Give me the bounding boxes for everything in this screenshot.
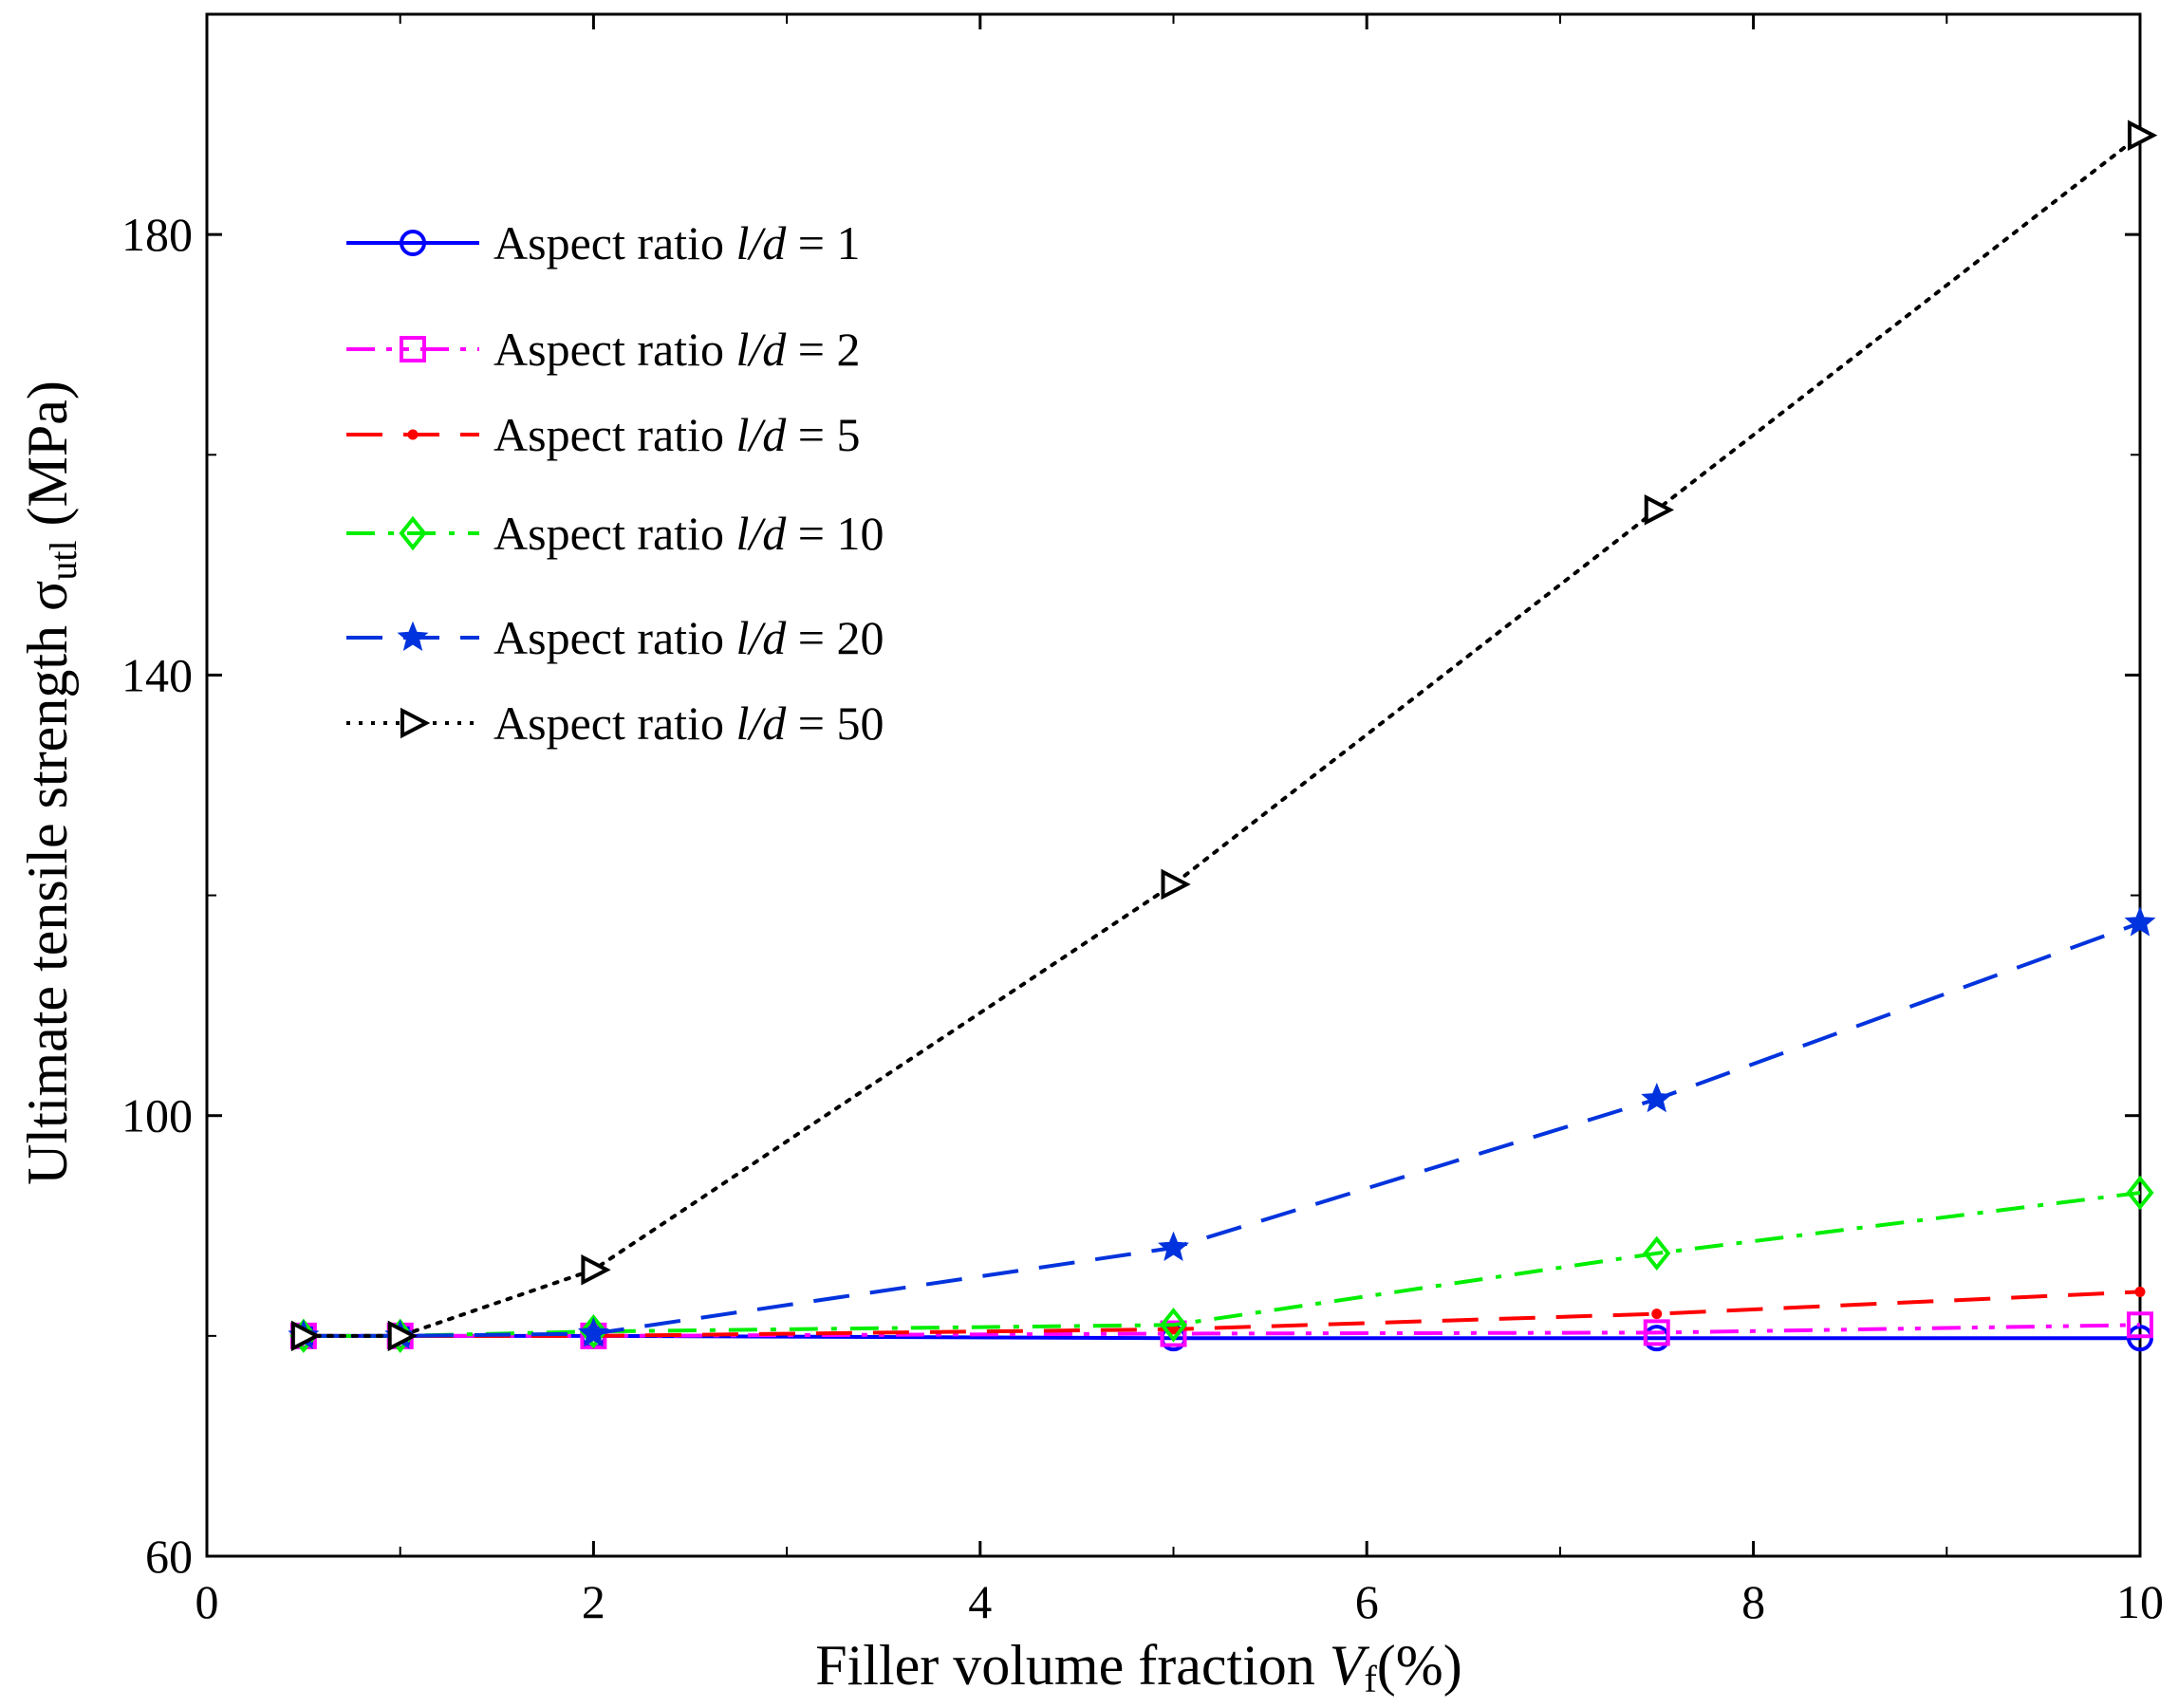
legend-label: Aspect ratio l/d = 20 <box>493 611 884 664</box>
x-tick-label: 8 <box>1741 1575 1765 1628</box>
legend-marker <box>407 429 419 440</box>
legend-label: Aspect ratio l/d = 10 <box>493 507 884 560</box>
axes: 0 2 4 6 8 10 60 100 140 180 <box>121 12 2164 1628</box>
data-point <box>1643 1319 1670 1346</box>
legend-label-prefix: Aspect ratio <box>493 216 735 269</box>
data-point <box>1641 1082 1673 1113</box>
y-axis-title: Ultimate tensile strength σutl (MPa) <box>16 381 84 1185</box>
legend-label-suffix: = 10 <box>786 507 884 560</box>
legend-marker <box>400 230 426 256</box>
data-point <box>577 1317 609 1347</box>
data-point <box>2128 120 2158 151</box>
series-5 <box>288 906 2156 1349</box>
data-point <box>1161 868 1191 900</box>
data-point <box>2124 906 2156 937</box>
legend-label-prefix: Aspect ratio <box>493 323 735 376</box>
x-tick-label: 4 <box>968 1575 992 1628</box>
legend-item-4: Aspect ratio l/d = 10 <box>346 507 884 560</box>
series-3 <box>298 1286 2146 1342</box>
legend-label-var: l/d <box>735 507 787 560</box>
y-tick-label: 100 <box>121 1089 193 1142</box>
legend-label-suffix: = 50 <box>786 696 884 750</box>
legend-label-prefix: Aspect ratio <box>493 507 735 560</box>
legend-item-6: Aspect ratio l/d = 50 <box>346 696 884 750</box>
y-tick-label: 180 <box>121 208 193 261</box>
x-axis-title-main: Filler volume fraction <box>815 1634 1330 1697</box>
legend-marker <box>400 707 431 739</box>
data-point <box>1160 1320 1187 1347</box>
legend-marker <box>397 621 429 651</box>
y-tick-label: 140 <box>121 648 193 701</box>
data-point <box>1158 1231 1189 1261</box>
data-point <box>2126 1175 2154 1211</box>
legend-label-suffix: = 20 <box>786 611 884 664</box>
legend-item-5: Aspect ratio l/d = 20 <box>346 611 884 664</box>
series-4 <box>289 1175 2154 1354</box>
legend-marker <box>400 336 426 362</box>
legend-label-suffix: = 2 <box>786 323 860 376</box>
data-point <box>1644 494 1675 526</box>
x-tick-label: 10 <box>2116 1575 2164 1628</box>
legend-item-1: Aspect ratio l/d = 1 <box>346 216 860 269</box>
legend-label-prefix: Aspect ratio <box>493 611 735 664</box>
legend-label-var: l/d <box>735 408 787 461</box>
data-point <box>2127 1311 2153 1339</box>
legend-label-var: l/d <box>735 323 787 376</box>
data-point <box>581 1253 611 1286</box>
legend-label-suffix: = 5 <box>786 408 860 461</box>
legend-item-2: Aspect ratio l/d = 2 <box>346 323 860 376</box>
x-tick-label: 2 <box>582 1575 605 1628</box>
data-point <box>1643 1235 1671 1272</box>
x-tick-label: 0 <box>195 1575 219 1628</box>
legend-label-var: l/d <box>735 216 787 269</box>
x-axis-title: Filler volume fraction Vf(%) <box>815 1634 1461 1700</box>
data-point <box>290 1320 322 1352</box>
data-point <box>1651 1309 1663 1320</box>
y-axis-title-unit: (MPa) <box>16 381 79 540</box>
legend-label-var: l/d <box>735 611 787 664</box>
legend-label-var: l/d <box>735 696 787 750</box>
data-point <box>1159 1308 1188 1343</box>
x-axis-title-var: V <box>1330 1634 1370 1697</box>
legend-label-prefix: Aspect ratio <box>493 696 735 750</box>
legend-label-prefix: Aspect ratio <box>493 408 735 461</box>
y-axis-title-main: Ultimate tensile strength <box>16 611 79 1185</box>
y-tick-label: 60 <box>145 1530 193 1583</box>
x-axis-title-unit: (%) <box>1377 1634 1462 1697</box>
legend-label: Aspect ratio l/d = 5 <box>493 408 860 461</box>
x-axis-title-sub: f <box>1364 1658 1377 1700</box>
series-line-5 <box>303 920 2141 1338</box>
x-tick-label: 6 <box>1355 1575 1379 1628</box>
series-line-1 <box>303 1333 2140 1341</box>
legend-marker <box>399 515 427 551</box>
legend-label: Aspect ratio l/d = 1 <box>493 216 860 269</box>
legend-item-3: Aspect ratio l/d = 5 <box>346 408 860 461</box>
data-point <box>2134 1286 2146 1297</box>
legend-label-suffix: = 1 <box>786 216 860 269</box>
plot-area <box>288 120 2158 1354</box>
y-axis-title-var: σ <box>16 581 79 611</box>
legend-label: Aspect ratio l/d = 50 <box>493 696 884 750</box>
data-point <box>579 1314 607 1349</box>
legend-label: Aspect ratio l/d = 2 <box>493 323 860 376</box>
series-line-4 <box>303 1191 2141 1338</box>
data-point <box>387 1320 419 1352</box>
y-axis-title-sub: utl <box>42 540 84 580</box>
series-6 <box>290 120 2158 1352</box>
